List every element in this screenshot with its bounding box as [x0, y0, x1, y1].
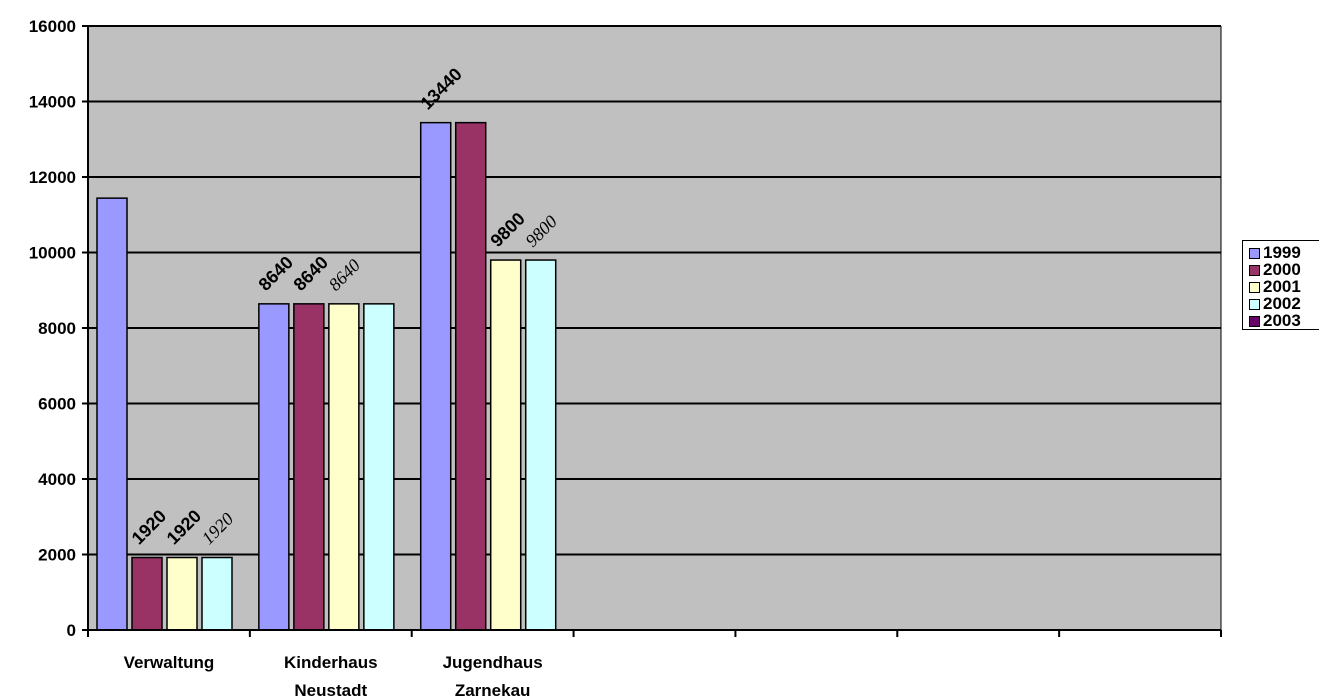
y-tick-label: 10000: [29, 244, 76, 263]
legend-label: 1999: [1263, 243, 1301, 262]
y-tick-label: 14000: [29, 93, 76, 112]
bar-1999-0: [96, 197, 128, 631]
bar-2000-2: [454, 121, 487, 631]
legend-item-2003: 2003: [1249, 311, 1301, 330]
legend-item-1999: 1999: [1249, 243, 1301, 262]
bar-2001-1: [328, 303, 360, 631]
bar-2001-0: [166, 556, 198, 631]
legend-label: 2001: [1263, 277, 1301, 296]
legend-swatch: [1249, 281, 1260, 293]
y-axis-tick-labels: 0 2000 4000 6000 8000 10000 12000 14000 16000: [29, 17, 76, 640]
bar-2002-2: [524, 259, 557, 631]
bars: [96, 121, 557, 631]
legend-swatch: [1249, 298, 1260, 310]
legend-swatch: [1249, 264, 1260, 276]
bar-2002-0: [201, 556, 233, 631]
legend-label: 2002: [1263, 294, 1301, 313]
x-axis-category-labels: Verwaltung Kinderhaus Neustadt Jugendhaus Za…: [124, 653, 543, 699]
y-tick-label: 0: [67, 621, 76, 640]
legend-label: 2000: [1263, 260, 1301, 279]
x-category-label: Kinderhaus Neustadt: [284, 653, 378, 699]
x-category-label: Jugendhaus Zarnekau: [443, 653, 543, 699]
y-tick-label: 6000: [38, 395, 76, 414]
bar-1999-2: [419, 121, 452, 631]
legend-swatch: [1249, 315, 1260, 327]
axes: [82, 25, 1222, 637]
legend-item-2000: 2000: [1249, 260, 1301, 279]
legend-swatch: [1249, 247, 1260, 259]
legend: 1999 2000 2001 2002 2003: [1242, 240, 1319, 330]
y-tick-label: 16000: [29, 17, 76, 36]
bar-2000-0: [131, 556, 163, 631]
bar-1999-1: [258, 303, 290, 631]
y-tick-label: 2000: [38, 546, 76, 565]
legend-item-2001: 2001: [1249, 277, 1301, 296]
bar-2000-1: [293, 303, 325, 631]
legend-label: 2003: [1263, 311, 1301, 330]
legend-item-2002: 2002: [1249, 294, 1301, 313]
y-tick-label: 8000: [38, 319, 76, 338]
bar-2002-1: [363, 303, 395, 631]
y-tick-label: 4000: [38, 470, 76, 489]
bar-2001-2: [489, 259, 522, 631]
x-category-label: Verwaltung: [124, 653, 215, 672]
y-tick-label: 12000: [29, 168, 76, 187]
